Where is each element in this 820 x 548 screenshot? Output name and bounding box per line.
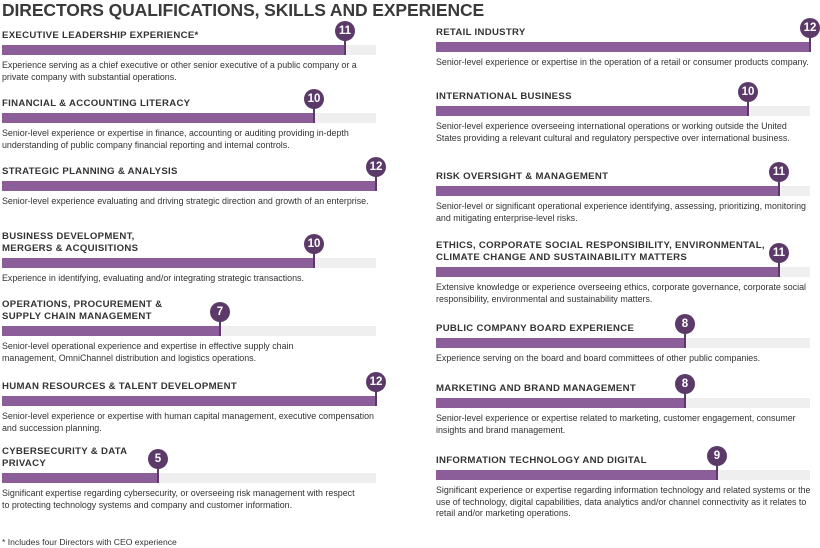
bar (436, 42, 810, 52)
skill-description: Senior-level experience overseeing inter… (436, 121, 790, 143)
bar (2, 113, 314, 123)
bar-end-marker (778, 259, 780, 277)
bar (436, 398, 685, 408)
bar (436, 470, 717, 480)
bar-end-marker (809, 34, 811, 52)
bar-track (436, 470, 810, 480)
bar (2, 396, 376, 406)
bar-end-marker (716, 462, 718, 480)
bar-end-marker (344, 37, 346, 55)
bar (436, 267, 779, 277)
bar-track (2, 396, 376, 406)
bar-end-marker (375, 173, 377, 191)
skill-description: Significant experience or expertise rega… (436, 485, 811, 518)
bar-track (436, 398, 810, 408)
value-badge: 10 (304, 234, 324, 254)
bar (2, 473, 158, 483)
bar-track (2, 258, 376, 268)
skill-label: ETHICS, CORPORATE SOCIAL RESPONSIBILITY,… (436, 240, 765, 263)
skill-description: Experience serving on the board and boar… (436, 353, 761, 363)
bar (2, 45, 345, 55)
bar-track (2, 326, 376, 336)
bar-end-marker (313, 105, 315, 123)
bar (2, 326, 220, 336)
skill-label: MARKETING AND BRAND MANAGEMENT (436, 383, 636, 394)
bar (2, 258, 314, 268)
skill-description: Experience in identifying, evaluating an… (2, 273, 304, 283)
page-title: DIRECTORS QUALIFICATIONS, SKILLS AND EXP… (2, 0, 485, 20)
skill-description: Senior-level experience or expertise wit… (2, 411, 374, 433)
bar (2, 181, 376, 191)
bar-end-marker (157, 465, 159, 483)
value-badge: 11 (769, 243, 789, 263)
value-badge: 11 (335, 21, 355, 41)
skill-label: CYBERSECURITY & DATA PRIVACY (2, 446, 128, 469)
value-badge: 8 (675, 314, 695, 334)
skill-description: Senior-level experience or expertise in … (436, 57, 809, 67)
value-badge: 10 (304, 89, 324, 109)
value-badge: 12 (366, 372, 386, 392)
skill-description: Experience serving as a chief executive … (2, 60, 357, 82)
skill-description: Significant expertise regarding cybersec… (2, 488, 355, 510)
value-badge: 5 (148, 449, 168, 469)
skill-label: EXECUTIVE LEADERSHIP EXPERIENCE* (2, 30, 199, 41)
bar-end-marker (313, 250, 315, 268)
skill-description: Senior-level operational experience and … (2, 341, 294, 363)
value-badge: 11 (769, 162, 789, 182)
skill-label: STRATEGIC PLANNING & ANALYSIS (2, 166, 178, 177)
skill-description: Extensive knowledge or experience overse… (436, 282, 807, 304)
skill-label: BUSINESS DEVELOPMENT, MERGERS & ACQUISIT… (2, 231, 139, 254)
skill-label: FINANCIAL & ACCOUNTING LITERACY (2, 98, 191, 109)
skill-label: PUBLIC COMPANY BOARD EXPERIENCE (436, 323, 635, 334)
value-badge: 10 (738, 82, 758, 102)
bar (436, 338, 685, 348)
skill-description: Senior-level experience evaluating and d… (2, 196, 369, 206)
value-badge: 8 (675, 374, 695, 394)
bar-end-marker (684, 330, 686, 348)
value-badge: 12 (800, 18, 820, 38)
value-badge: 9 (707, 446, 727, 466)
bar-track (2, 181, 376, 191)
bar-track (436, 267, 810, 277)
footnote: * Includes four Directors with CEO exper… (2, 537, 177, 547)
skill-label: RETAIL INDUSTRY (436, 27, 526, 38)
bar-end-marker (375, 388, 377, 406)
skill-description: Senior-level or significant operational … (436, 201, 806, 223)
skill-label: RISK OVERSIGHT & MANAGEMENT (436, 171, 609, 182)
bar (436, 186, 779, 196)
bar-track (2, 113, 376, 123)
bar-track (436, 338, 810, 348)
skill-label: INFORMATION TECHNOLOGY AND DIGITAL (436, 455, 647, 466)
skill-label: HUMAN RESOURCES & TALENT DEVELOPMENT (2, 381, 238, 392)
value-badge: 7 (210, 302, 230, 322)
skill-label: INTERNATIONAL BUSINESS (436, 91, 572, 102)
bar-end-marker (219, 318, 221, 336)
skill-description: Senior-level experience or expertise in … (2, 128, 349, 150)
bar-track (436, 186, 810, 196)
value-badge: 12 (366, 157, 386, 177)
bar-track (436, 42, 810, 52)
bar-track (2, 45, 376, 55)
bar-end-marker (684, 390, 686, 408)
bar (436, 106, 748, 116)
bar-end-marker (747, 98, 749, 116)
bar-track (2, 473, 376, 483)
bar-track (436, 106, 810, 116)
skill-description: Senior-level experience or expertise rel… (436, 413, 796, 435)
bar-end-marker (778, 178, 780, 196)
skill-label: OPERATIONS, PROCUREMENT & SUPPLY CHAIN M… (2, 299, 163, 322)
